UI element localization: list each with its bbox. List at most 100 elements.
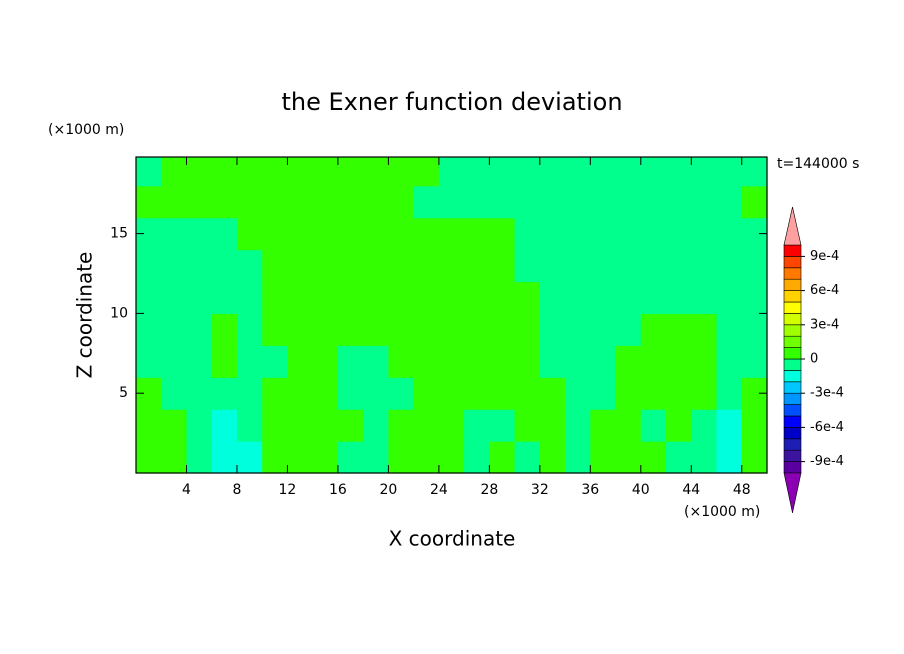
contour-cell (640, 377, 667, 410)
contour-cell (413, 409, 440, 442)
contour-cell (161, 313, 188, 346)
contour-cell (287, 217, 314, 251)
colorbar-box (783, 301, 802, 314)
contour-cell (312, 345, 339, 378)
contour-cell (691, 345, 718, 378)
contour-cell (413, 281, 440, 315)
contour-cell (565, 409, 591, 442)
contour-cell (161, 409, 188, 442)
contour-cell (388, 313, 415, 346)
contour-cell (666, 217, 692, 251)
contour-cell (716, 249, 743, 283)
contour-cell (236, 185, 263, 219)
contour-cell (565, 157, 591, 187)
colorbar-box (783, 335, 802, 348)
contour-cell (539, 313, 566, 346)
contour-cell (590, 377, 617, 410)
contour-cell (363, 441, 389, 474)
contour-cell (136, 313, 162, 346)
contour-cell (161, 345, 188, 378)
contour-cell (514, 345, 541, 378)
contour-cell (539, 249, 566, 283)
x-tick-label: 32 (531, 482, 549, 498)
contour-cell (236, 157, 263, 187)
colorbar-box (783, 358, 802, 371)
contour-cell (514, 409, 541, 442)
contour-cell (363, 157, 389, 187)
contour-cell (337, 185, 364, 219)
contour-cell (337, 409, 364, 442)
contour-cell (363, 185, 389, 219)
contour-cell (565, 345, 591, 378)
contour-cell (262, 217, 289, 251)
contour-cell (161, 217, 188, 251)
contour-cell (287, 377, 314, 410)
contour-cell (514, 313, 541, 346)
contour-cell (337, 249, 364, 283)
colorbar-box (783, 290, 802, 303)
contour-cell (262, 441, 289, 474)
contour-cell (413, 185, 440, 219)
contour-cell (565, 185, 591, 219)
contour-cell (236, 345, 263, 378)
contour-cell (615, 345, 642, 378)
contour-cell (136, 441, 162, 474)
contour-cell (236, 441, 263, 474)
contour-cell (615, 157, 642, 187)
x-axis-label: X coordinate (389, 527, 516, 551)
contour-cell (514, 157, 541, 187)
contour-cell (438, 345, 465, 378)
contour-cell (489, 441, 516, 474)
contour-cell (262, 249, 289, 283)
contour-cell (539, 281, 566, 315)
contour-cell (262, 157, 289, 187)
contour-cell (590, 441, 617, 474)
contour-cell (312, 157, 339, 187)
contour-cell (666, 185, 692, 219)
contour-cell (287, 409, 314, 442)
contour-cell (741, 185, 768, 219)
contour-cell (337, 157, 364, 187)
contour-cell (363, 313, 389, 346)
contour-cell (666, 345, 692, 378)
contour-cell (691, 217, 718, 251)
contour-cell (489, 157, 516, 187)
y-tick-label: 15 (110, 226, 128, 242)
contour-cell (388, 409, 415, 442)
contour-cell (615, 249, 642, 283)
colorbar-box (783, 370, 802, 383)
contour-cell (464, 157, 490, 187)
contour-cell (640, 313, 667, 346)
contour-cell (287, 185, 314, 219)
colorbar-box (783, 392, 802, 405)
contour-cell (413, 313, 440, 346)
contour-cell (716, 185, 743, 219)
contour-cell (211, 249, 238, 283)
contour-cell (262, 345, 289, 378)
contour-cell (640, 217, 667, 251)
contour-cell (666, 157, 692, 187)
contour-cell (211, 441, 238, 474)
contour-cell (539, 377, 566, 410)
contour-cell (287, 441, 314, 474)
contour-cell (514, 217, 541, 251)
contour-cell (489, 217, 516, 251)
colorbar-box (783, 278, 802, 291)
contour-cell (413, 345, 440, 378)
contour-cell (691, 185, 718, 219)
contour-cell (590, 217, 617, 251)
contour-cell (388, 185, 415, 219)
contour-cell (236, 217, 263, 251)
chart-title: the Exner function deviation (281, 88, 622, 116)
contour-cell (438, 377, 465, 410)
contour-cell (615, 409, 642, 442)
contour-cell (716, 345, 743, 378)
contour-cell (337, 377, 364, 410)
contour-cell (363, 345, 389, 378)
contour-cell (363, 409, 389, 442)
x-tick-label: 12 (279, 482, 297, 498)
colorbar-under (783, 472, 802, 514)
contour-cell (615, 313, 642, 346)
contour-cell (388, 249, 415, 283)
